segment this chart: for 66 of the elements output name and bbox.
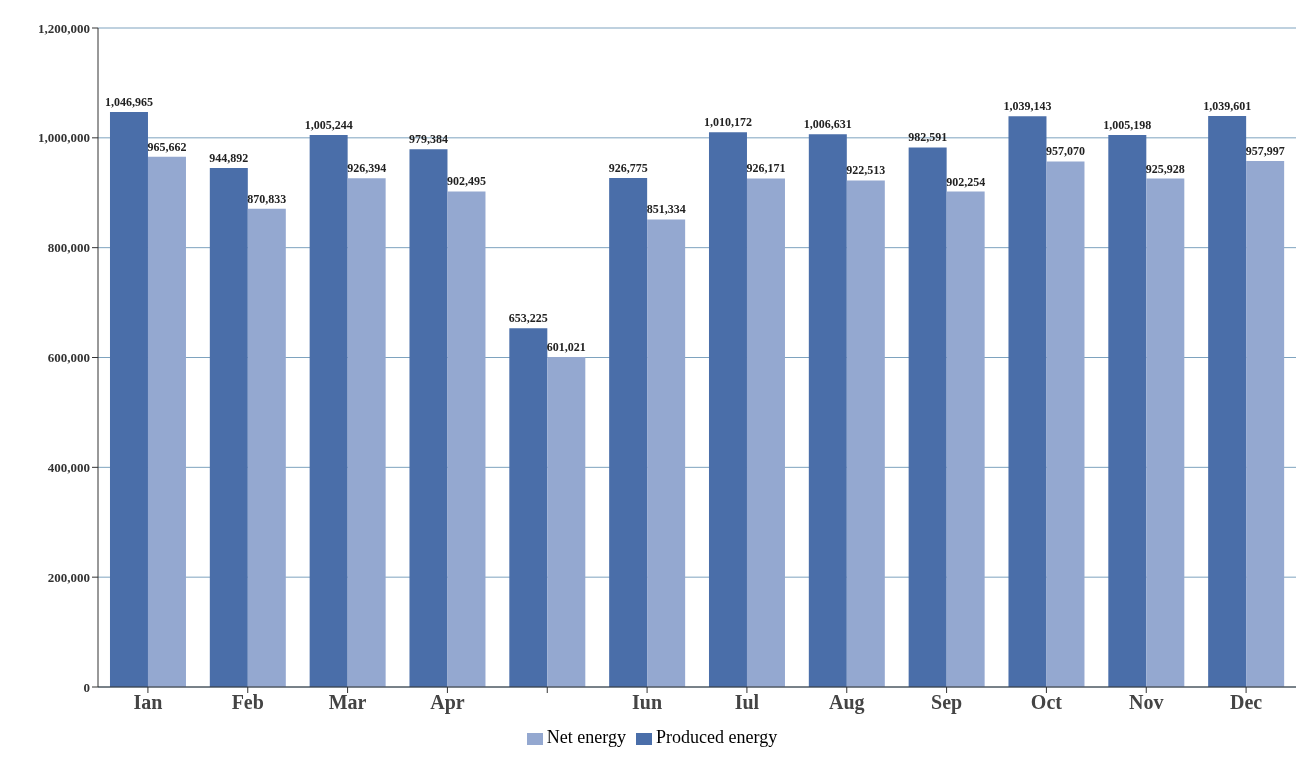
bar (1146, 178, 1185, 687)
bar (509, 328, 548, 687)
data-label: 926,171 (746, 161, 786, 176)
bar (946, 191, 985, 687)
data-label: 1,006,631 (803, 117, 852, 132)
legend-label: Net energy (546, 727, 626, 747)
x-tick-label: Mar (328, 691, 367, 714)
data-label: 851,334 (646, 202, 686, 217)
x-tick-label: Iun (632, 691, 663, 714)
data-label: 944,892 (209, 151, 249, 166)
bar (609, 178, 648, 687)
bar (647, 219, 686, 687)
bar (1108, 134, 1147, 687)
bar (109, 112, 148, 687)
bar (1246, 160, 1285, 687)
bar (247, 208, 286, 687)
y-tick-label: 400,000 (47, 459, 90, 475)
data-label: 601,021 (546, 339, 586, 354)
bar (708, 132, 747, 687)
x-tick-label: Feb (231, 691, 264, 714)
data-label: 979,384 (408, 132, 448, 147)
bar (447, 191, 486, 687)
legend-label: Produced energy (656, 727, 778, 747)
x-tick-label: Dec (1229, 691, 1263, 714)
y-tick-label: 1,200,000 (38, 20, 90, 36)
bar (547, 356, 586, 687)
bar (1046, 161, 1085, 687)
y-tick-label: 0 (83, 679, 90, 695)
x-tick-label: Apr (430, 691, 465, 715)
bar (347, 178, 386, 687)
bar (209, 168, 248, 687)
bar (309, 134, 348, 687)
y-tick-label: 1,000,000 (38, 130, 90, 146)
x-tick-label: Ian (133, 691, 163, 714)
y-tick-label: 800,000 (47, 240, 90, 256)
data-label: 902,495 (446, 174, 486, 189)
bar (147, 156, 186, 687)
bar (1208, 116, 1247, 687)
y-tick-label: 600,000 (47, 350, 90, 366)
data-label: 957,070 (1045, 144, 1085, 159)
data-label: 957,997 (1245, 143, 1285, 158)
bar (908, 147, 947, 687)
data-label: 982,591 (908, 130, 948, 145)
x-tick-label: Iul (734, 691, 760, 714)
data-label: 653,225 (508, 311, 548, 326)
x-tick-label: Aug (828, 691, 865, 715)
x-tick-label: Sep (931, 691, 963, 715)
bar (409, 149, 448, 687)
data-label: 902,254 (946, 174, 986, 189)
data-label: 1,046,965 (104, 95, 153, 110)
data-label: 925,928 (1145, 161, 1185, 176)
data-label: 1,005,198 (1103, 117, 1152, 132)
x-tick-label: Oct (1030, 691, 1063, 714)
bar (846, 180, 885, 687)
data-label: 1,039,601 (1203, 99, 1252, 114)
data-label: 926,394 (347, 161, 387, 176)
bar (1008, 116, 1047, 687)
bar (746, 178, 785, 687)
data-label: 1,039,143 (1003, 99, 1052, 114)
data-label: 1,010,172 (703, 115, 752, 130)
y-tick-label: 200,000 (47, 569, 90, 585)
bar (808, 134, 847, 687)
data-label: 1,005,244 (304, 117, 353, 132)
x-tick-label: Nov (1129, 691, 1164, 714)
data-label: 926,775 (608, 161, 648, 176)
data-label: 965,662 (147, 139, 187, 154)
